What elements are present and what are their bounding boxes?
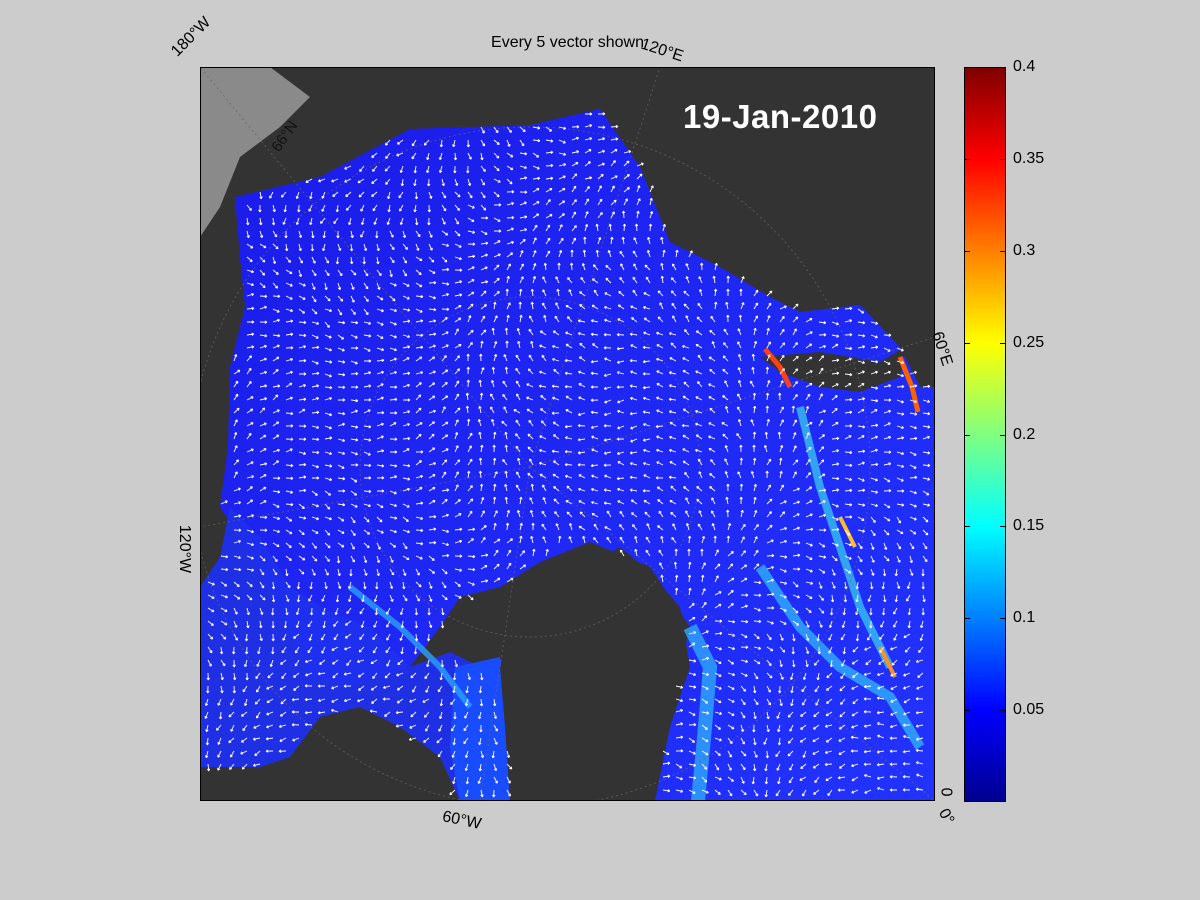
colorbar-tick-label: 0.2 (1013, 425, 1036, 443)
vector-arrows (204, 112, 931, 798)
colorbar-tick-mark (1000, 618, 1005, 620)
colorbar-tick-mark (965, 434, 970, 436)
colorbar-tick-label: 0.35 (1013, 149, 1045, 167)
colorbar (964, 67, 1006, 802)
outer-land-shade (200, 67, 310, 237)
colorbar-tick-mark (1000, 342, 1005, 344)
siberia-coast (630, 67, 935, 302)
lon-label-0: 0° (934, 805, 958, 828)
colorbar-tick-label: 0.15 (1013, 517, 1045, 535)
greenland (500, 547, 690, 801)
colorbar-tick-mark (965, 526, 970, 528)
colorbar-tick-mark (965, 710, 970, 712)
lon-label-120w: 120°W (176, 524, 194, 574)
east-greenland-flow (755, 564, 925, 750)
date-stamp: 19-Jan-2010 (683, 98, 878, 135)
colorbar-tick-label: 0.4 (1013, 58, 1036, 75)
colorbar-tick-label: 0.25 (1013, 333, 1045, 351)
colorbar-tick-mark (1000, 526, 1005, 528)
colorbar-tick-label: 0.1 (1013, 609, 1036, 627)
colorbar-tick-mark (1000, 434, 1005, 436)
colorbar-tick-label: 0.05 (1013, 701, 1045, 719)
colorbar-tick-label: 0.3 (1013, 241, 1036, 259)
colorbar-tick-mark (1000, 250, 1005, 252)
colorbar-tick-mark (965, 342, 970, 344)
colorbar-tick-mark (965, 250, 970, 252)
colorbar-tick-label: 0 (939, 787, 957, 797)
colorbar-tick-mark (1000, 710, 1005, 712)
hot-spot-3 (838, 516, 857, 548)
arctic-map (200, 67, 935, 801)
colorbar-tick-mark (965, 158, 970, 160)
hot-spot-4 (878, 646, 897, 678)
drift-vectors (204, 112, 931, 798)
figure-title: Every 5 vector shown (491, 34, 644, 51)
lon-label-60w: 60°W (440, 808, 483, 833)
colorbar-tick-mark (1000, 158, 1005, 160)
fram-strait-flow (683, 623, 718, 801)
colorbar-tick-mark (965, 618, 970, 620)
